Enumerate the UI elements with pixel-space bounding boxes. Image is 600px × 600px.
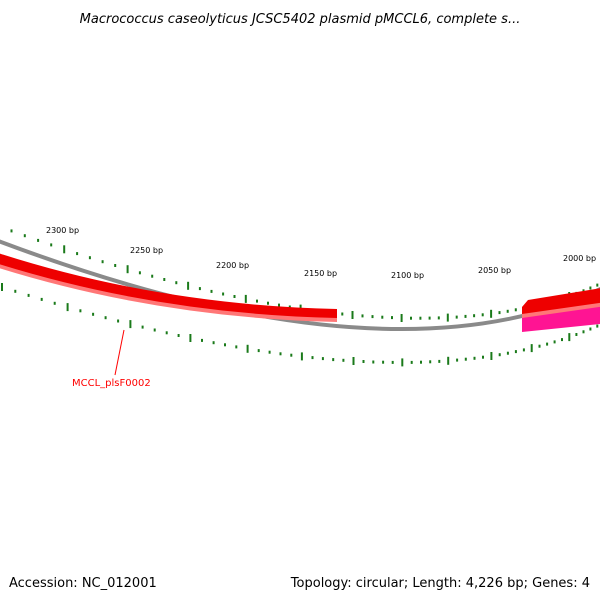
- gene-label-mccl-plsf0002[interactable]: MCCL_plsF0002: [72, 378, 151, 389]
- accession-label: Accession: NC_012001: [9, 576, 157, 591]
- gene-label-leader-line: [114, 329, 125, 376]
- topology-summary: Topology: circular; Length: 4,226 bp; Ge…: [290, 576, 590, 591]
- map-title: Macrococcus caseolyticus JCSC5402 plasmi…: [80, 12, 521, 27]
- ruler-label-2000: 2000 bp: [563, 254, 596, 263]
- ruler-label-2050: 2050 bp: [478, 266, 511, 275]
- ruler-labels: 2300 bp 2250 bp 2200 bp 2150 bp 2100 bp 2050 …: [46, 226, 596, 280]
- inner-tick-ring: [1, 283, 599, 367]
- ruler-label-2100: 2100 bp: [391, 271, 424, 280]
- gene-arrow-reverse-right[interactable]: [522, 304, 600, 332]
- ruler-label-2300: 2300 bp: [46, 226, 79, 235]
- ruler-label-2150: 2150 bp: [304, 269, 337, 278]
- ruler-label-2200: 2200 bp: [216, 261, 249, 270]
- ruler-label-2250: 2250 bp: [130, 246, 163, 255]
- gene-arrow-mccl-plsf0002[interactable]: [0, 247, 337, 322]
